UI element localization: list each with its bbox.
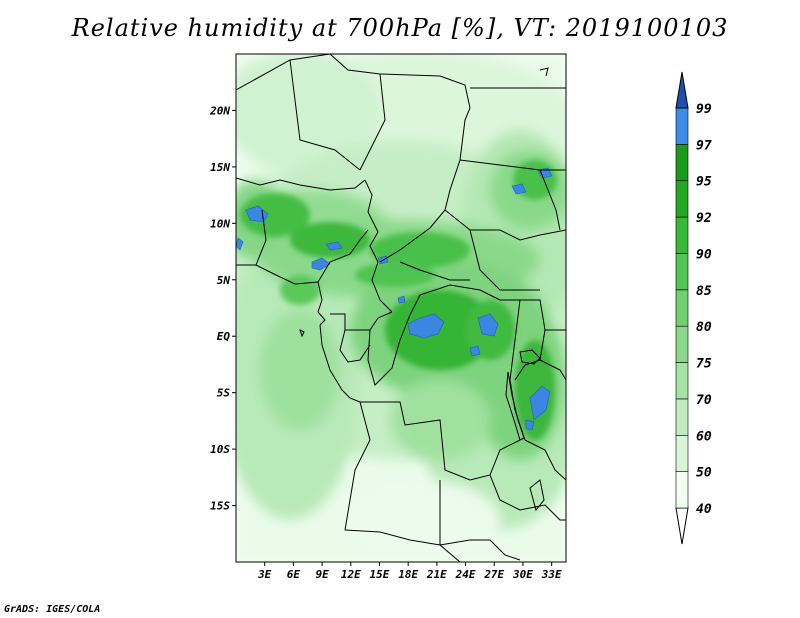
lat-tick-label: 10N	[210, 217, 230, 230]
colorbar-segment	[675, 325, 689, 363]
colorbar-level-label: 70	[696, 393, 712, 408]
colorbar-level-label: 80	[696, 320, 712, 335]
colorbar-lower-extension	[675, 507, 689, 545]
colorbar-segment	[675, 180, 689, 218]
lat-tick-label: 15S	[210, 500, 230, 513]
lat-tick-label: EQ	[217, 330, 231, 343]
lon-tick-label: 9E	[315, 568, 329, 581]
lon-tick-label: 33E	[541, 568, 562, 581]
colorbar-segment	[675, 471, 689, 509]
lon-tick-label: 30E	[512, 568, 533, 581]
lat-tick-label: 10S	[210, 443, 230, 456]
lon-tick-label: 27E	[483, 568, 504, 581]
colorbar-segment	[675, 144, 689, 182]
lon-tick-label: 24E	[455, 568, 476, 581]
colorbar-level-label: 40	[696, 502, 712, 517]
colorbar: 40 50 60 70 75 80 85 90 92 95 97 99	[675, 71, 712, 545]
colorbar-level-label: 97	[696, 138, 712, 153]
humidity-field	[236, 54, 566, 562]
lat-tick-label: 5S	[217, 387, 231, 400]
colorbar-level-label: 99	[696, 102, 712, 117]
colorbar-segment	[675, 398, 689, 436]
map-frame	[235, 53, 567, 563]
colorbar-level-label: 90	[696, 247, 712, 262]
colorbar-segment	[675, 107, 689, 145]
lat-tick-label: 20N	[209, 104, 230, 117]
colorbar-level-label: 92	[696, 211, 712, 226]
colorbar-level-label: 60	[696, 429, 712, 444]
lon-tick-label: 3E	[257, 568, 272, 581]
colorbar-segment	[675, 362, 689, 400]
lon-tick-label: 12E	[341, 568, 361, 581]
lon-tick-label: 15E	[370, 568, 390, 581]
lat-tick-label: 15N	[210, 161, 230, 174]
colorbar-segment	[675, 434, 689, 472]
credit-label: GrADS: IGES/COLA	[4, 604, 101, 615]
colorbar-level-label: 50	[696, 466, 712, 481]
colorbar-level-label: 75	[696, 357, 712, 372]
lon-tick-label: 6E	[287, 568, 301, 581]
colorbar-level-label: 85	[696, 284, 712, 299]
colorbar-level-label: 95	[696, 175, 712, 190]
chart-title: Relative humidity at 700hPa [%], VT: 201…	[71, 14, 729, 42]
colorbar-upper-extension	[675, 71, 689, 109]
colorbar-segment	[675, 253, 689, 291]
lat-tick-label: 5N	[217, 274, 231, 287]
lon-tick-label: 21E	[426, 568, 447, 581]
lon-tick-label: 18E	[398, 568, 418, 581]
latitude-ticks: 20N 15N 10N 5N EQ 5S 10S 15S	[209, 104, 236, 513]
country-borders	[236, 54, 566, 562]
colorbar-segment	[675, 216, 689, 254]
longitude-ticks: 3E 6E 9E 12E 15E 18E 21E 24E 27E 30E 33E	[257, 562, 562, 581]
colorbar-segment	[675, 289, 689, 327]
